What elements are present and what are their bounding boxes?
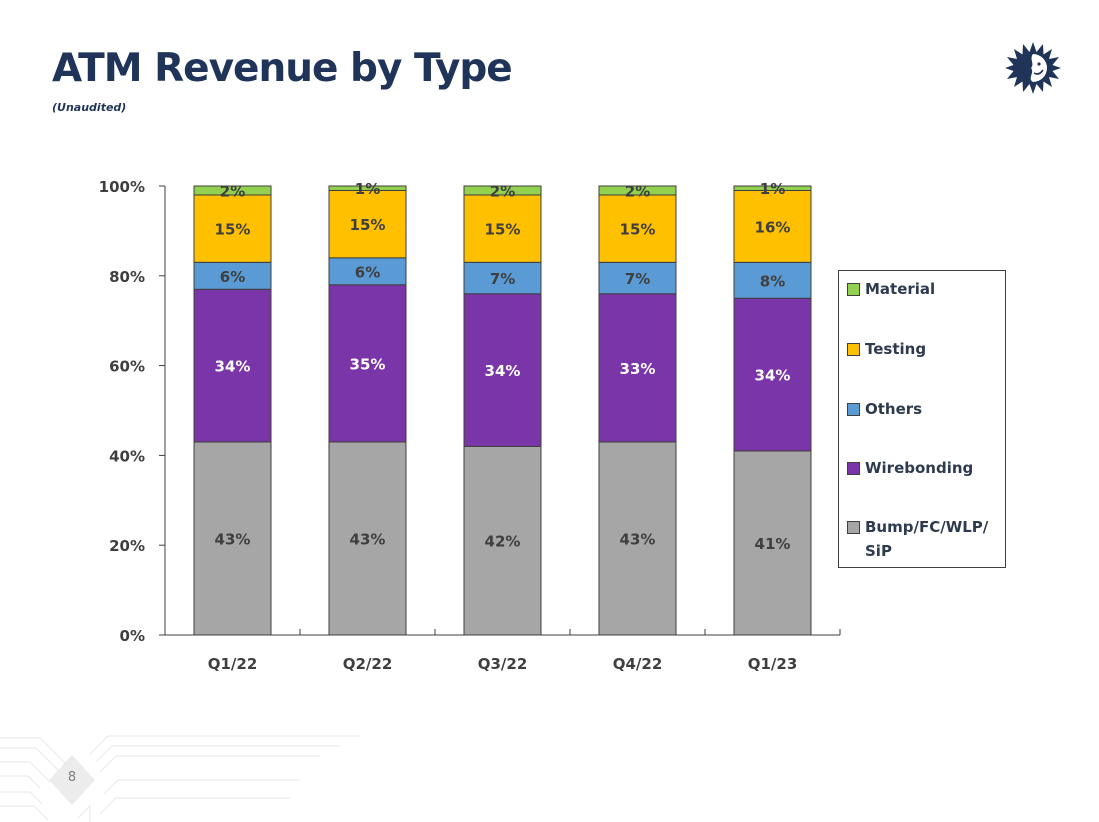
sun-face-logo-icon [1005, 42, 1061, 94]
labels-layer: 43% 34% 6% 15% 2% Q1/22 43% 35% 6% 15% 1% Q2/22 42% 3… [99, 178, 798, 673]
data-label: 6% [355, 263, 380, 281]
legend-label: Bump/FC/WLP/​SiP [865, 518, 989, 560]
bar-segment-bump-fc-wlp-sip [193, 441, 272, 636]
x-tick-label: Q4/22 [613, 655, 663, 673]
bar-segment-testing [733, 189, 812, 263]
bar-segment-material [598, 185, 677, 196]
bar-segment-wirebonding [193, 288, 272, 443]
y-tick-label: 100% [99, 178, 145, 196]
y-tick-label: 80% [109, 268, 145, 286]
data-label: 42% [485, 533, 521, 551]
bar-segment-material [463, 185, 542, 196]
legend-swatch [847, 462, 860, 475]
x-tick-label: Q2/22 [343, 655, 393, 673]
data-label: 34% [755, 367, 791, 385]
bar-segment-material [328, 185, 407, 191]
bar-segment-wirebonding [598, 293, 677, 443]
axes-layer [159, 185, 841, 636]
data-label: 16% [755, 218, 791, 236]
y-tick-label: 0% [120, 627, 145, 645]
data-label: 7% [490, 270, 515, 288]
legend-label: Testing [865, 340, 927, 358]
bar-segment-material [193, 185, 272, 196]
bar-segment-testing [328, 189, 407, 259]
legend-item-material: Material [847, 277, 1005, 301]
legend-label: Wirebonding [865, 459, 974, 477]
data-label: 35% [350, 355, 386, 373]
x-tick-label: Q3/22 [478, 655, 528, 673]
legend-item-others: Others [847, 397, 1005, 421]
legend-item-wirebonding: Wirebonding [847, 456, 1005, 480]
eye [1037, 62, 1041, 66]
data-label: 34% [485, 362, 521, 380]
legend-swatch [847, 283, 860, 296]
data-label: 34% [215, 358, 251, 376]
data-label: 1% [355, 180, 380, 198]
bar-segment-others [328, 257, 407, 286]
smile [1033, 69, 1044, 75]
data-label: 15% [215, 221, 251, 239]
slide-subtitle: (Unaudited) [52, 101, 127, 114]
bar-segment-testing [193, 194, 272, 263]
page-number: 8 [67, 770, 77, 785]
y-tick-label: 20% [109, 537, 145, 555]
bar-segment-bump-fc-wlp-sip [598, 441, 677, 636]
legend-item-bump-fc-wlp-sip: Bump/FC/WLP/​SiP [847, 515, 1005, 563]
data-label: 8% [760, 272, 785, 290]
legend-item-testing: Testing [847, 337, 1005, 361]
bar-segment-others [463, 261, 542, 295]
bar-segment-others [733, 261, 812, 299]
bar-segment-bump-fc-wlp-sip [463, 445, 542, 636]
data-label: 7% [625, 270, 650, 288]
data-label: 1% [760, 180, 785, 198]
y-tick-label: 60% [109, 358, 145, 376]
legend-swatch [847, 403, 860, 416]
chart-legend: Material Testing Others Wirebonding Bump/FC/… [838, 270, 1006, 568]
bar-segment-bump-fc-wlp-sip [328, 441, 407, 636]
x-tick-label: Q1/22 [208, 655, 258, 673]
legend-label: Others [865, 400, 923, 418]
bar-segment-others [598, 261, 677, 295]
bar-segment-wirebonding [463, 293, 542, 447]
bar-segment-wirebonding [733, 297, 812, 452]
bar-segment-wirebonding [328, 284, 407, 443]
slide-title: ATM Revenue by Type [52, 46, 513, 91]
moon-face [1030, 54, 1047, 82]
data-label: 15% [350, 216, 386, 234]
bar-segment-testing [463, 194, 542, 263]
data-label: 33% [620, 360, 656, 378]
bars-layer [193, 185, 812, 636]
circuit-footer-decoration [0, 735, 360, 822]
data-label: 2% [625, 182, 650, 200]
data-label: 43% [620, 530, 656, 548]
legend-swatch [847, 343, 860, 356]
page-number-diamond [49, 755, 95, 805]
bar-segment-testing [598, 194, 677, 263]
data-label: 2% [220, 182, 245, 200]
data-label: 41% [755, 535, 791, 553]
bar-segment-material [733, 185, 812, 191]
y-tick-label: 40% [109, 447, 145, 465]
data-label: 15% [485, 221, 521, 239]
data-label: 43% [215, 530, 251, 548]
data-label: 15% [620, 221, 656, 239]
data-label: 2% [490, 182, 515, 200]
legend-label: Material [865, 280, 936, 298]
bar-segment-bump-fc-wlp-sip [733, 450, 812, 636]
data-label: 43% [350, 530, 386, 548]
x-tick-label: Q1/23 [748, 655, 798, 673]
data-label: 6% [220, 268, 245, 286]
legend-swatch [847, 521, 860, 534]
